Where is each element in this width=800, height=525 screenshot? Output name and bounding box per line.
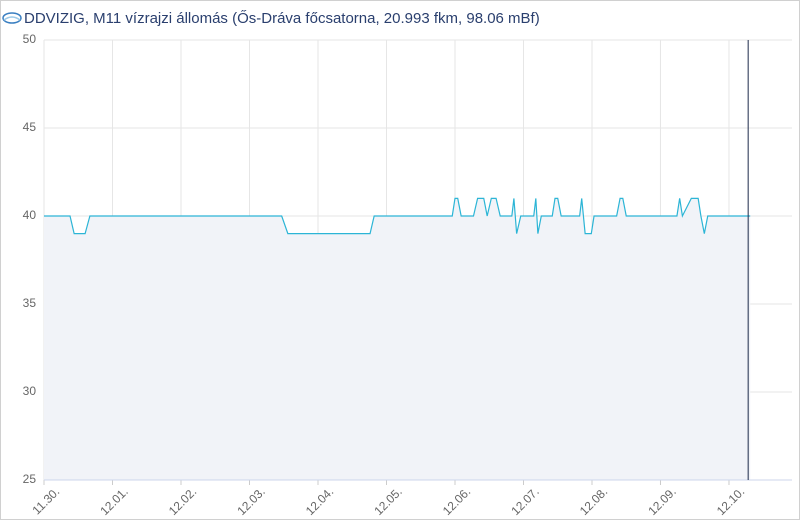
line bbox=[44, 197, 751, 235]
y-tick-label: 25 bbox=[23, 472, 37, 486]
y-tick-label: 35 bbox=[23, 296, 37, 310]
area bbox=[44, 198, 751, 480]
y-tick-label: 30 bbox=[23, 384, 37, 398]
y-tick-label: 40 bbox=[23, 208, 37, 222]
chart-title: DDVIZIG, M11 vízrajzi állomás (Ős-Dráva … bbox=[24, 10, 540, 27]
y-tick-label: 50 bbox=[23, 32, 37, 46]
logo bbox=[2, 12, 22, 24]
y-tick-label: 45 bbox=[23, 120, 37, 134]
